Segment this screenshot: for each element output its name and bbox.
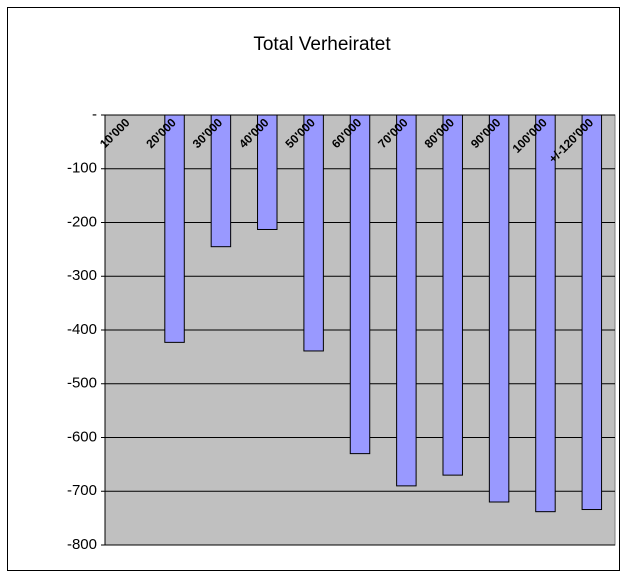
bar [396,114,417,487]
y-tick-label: -700 [67,482,97,499]
bar [581,114,603,511]
y-tick-label: -600 [67,428,97,445]
bar [349,114,371,455]
y-tick-label: -400 [67,321,97,338]
y-tick-label: -300 [67,267,97,284]
chart-title: Total Verheiratet [253,34,391,55]
bar [488,114,510,503]
bar [164,114,185,343]
bar [257,114,278,230]
y-tick-label: -100 [67,160,97,177]
bar [210,114,232,248]
bar [535,114,556,513]
bar [442,114,463,476]
y-tick-label: -500 [67,375,97,392]
y-tick-label: -200 [67,213,97,230]
y-tick-label: -800 [67,536,97,553]
bar [303,114,324,352]
y-tick-label: - [92,106,97,123]
